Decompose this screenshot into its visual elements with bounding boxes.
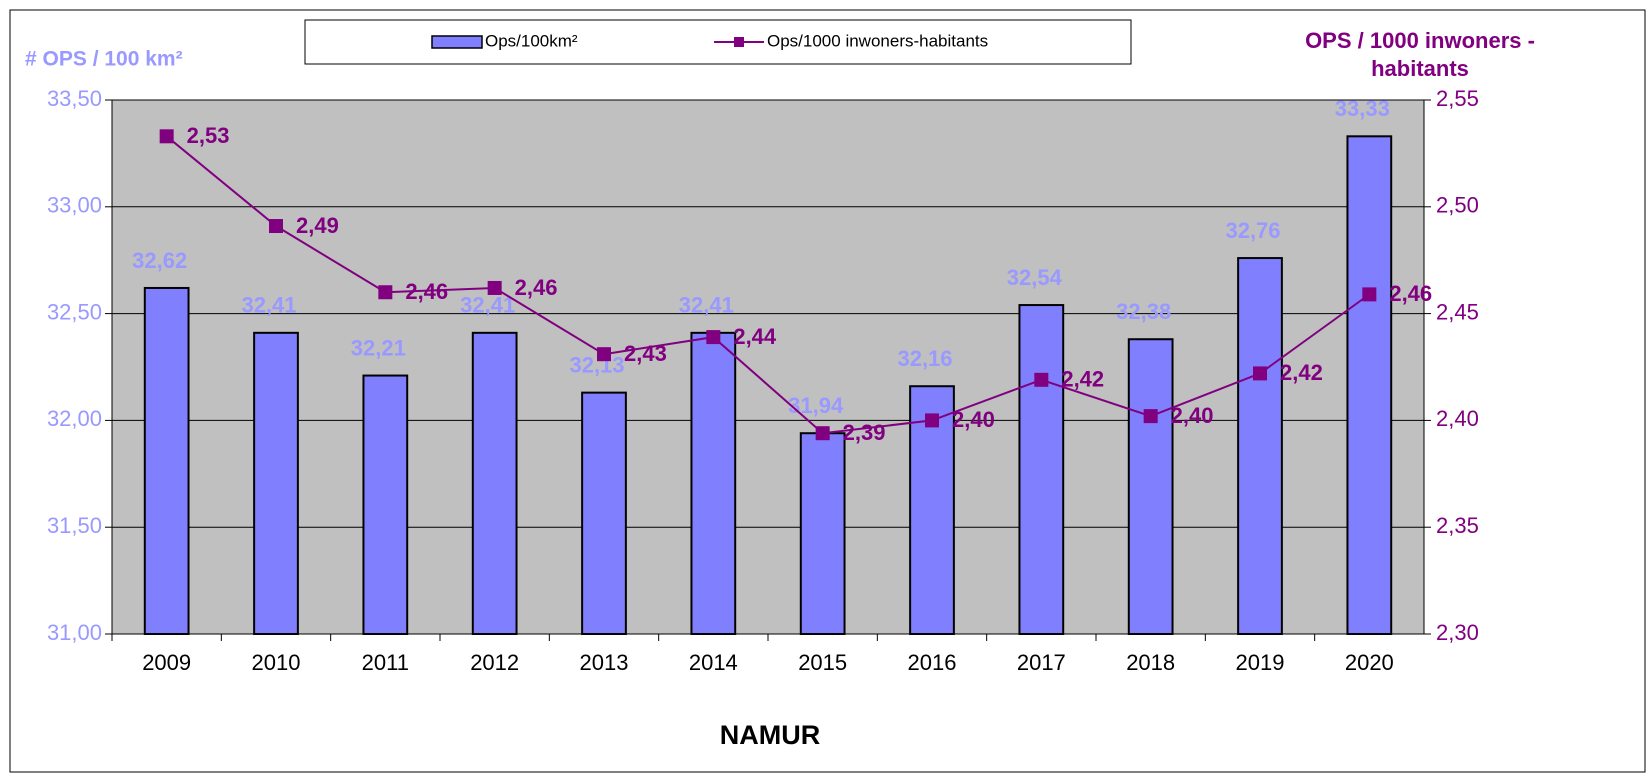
legend-swatch xyxy=(734,37,744,47)
bar-label: 32,54 xyxy=(1007,265,1063,290)
bar xyxy=(799,432,846,635)
y2-tick-label: 2,35 xyxy=(1436,513,1479,538)
y-tick-label: 31,00 xyxy=(47,620,102,645)
line-marker xyxy=(706,330,721,345)
bar-label: 32,41 xyxy=(679,293,734,318)
bar-label: 31,94 xyxy=(788,393,844,418)
y2-tick-label: 2,30 xyxy=(1436,620,1479,645)
line-marker xyxy=(597,347,611,362)
bar-label: 32,21 xyxy=(351,335,406,360)
bar xyxy=(1237,257,1283,635)
bar xyxy=(253,331,299,635)
line-marker xyxy=(159,129,174,144)
line-marker xyxy=(1253,366,1267,381)
x-tick-label: 2010 xyxy=(252,650,301,675)
y-tick-label: 33,50 xyxy=(47,86,102,111)
y-axis-title: # OPS / 100 km² xyxy=(25,48,183,71)
bar-label: 32,38 xyxy=(1116,299,1171,324)
y2-tick-label: 2,40 xyxy=(1436,406,1479,431)
bar-label: 32,62 xyxy=(132,248,187,273)
y-tick-label: 32,00 xyxy=(47,406,102,431)
y2-axis-title: habitants xyxy=(1371,56,1469,81)
line-label: 2,42 xyxy=(1280,360,1323,385)
bar xyxy=(362,374,409,635)
line-marker xyxy=(815,426,830,441)
bar xyxy=(143,286,190,635)
line-marker xyxy=(487,280,502,295)
bar-label: 32,76 xyxy=(1225,218,1280,243)
bar xyxy=(581,391,627,635)
bar xyxy=(690,331,737,635)
y-tick-label: 33,00 xyxy=(47,193,102,218)
line-marker xyxy=(1034,372,1049,387)
line-label: 2,40 xyxy=(952,407,995,432)
line-label: 2,46 xyxy=(1389,281,1432,306)
plot-area xyxy=(112,100,1424,634)
line-marker xyxy=(1143,409,1158,424)
x-tick-label: 2014 xyxy=(689,650,738,675)
bar xyxy=(1018,304,1065,635)
x-tick-label: 2015 xyxy=(798,650,847,675)
line-label: 2,39 xyxy=(843,420,886,445)
bar-label: 32,41 xyxy=(241,293,296,318)
y-tick-label: 32,50 xyxy=(47,299,102,324)
legend-swatch xyxy=(431,35,483,49)
x-tick-label: 2017 xyxy=(1017,650,1066,675)
line-marker xyxy=(378,285,393,300)
legend-label: Ops/100km² xyxy=(485,31,578,50)
legend-label: Ops/1000 inwoners-habitants xyxy=(767,31,988,50)
line-label: 2,42 xyxy=(1061,367,1104,392)
bar-label: 32,41 xyxy=(460,293,515,318)
x-tick-label: 2020 xyxy=(1345,650,1394,675)
bar-label: 33,33 xyxy=(1335,96,1390,121)
bar xyxy=(909,385,955,635)
line-marker xyxy=(925,413,939,428)
y2-tick-label: 2,50 xyxy=(1436,193,1479,218)
x-axis-title: NAMUR xyxy=(720,720,821,750)
x-tick-label: 2019 xyxy=(1236,650,1285,675)
y2-tick-label: 2,45 xyxy=(1436,299,1479,324)
bar xyxy=(1127,338,1174,635)
x-tick-label: 2012 xyxy=(470,650,519,675)
line-marker xyxy=(1362,287,1377,302)
bar xyxy=(471,331,518,635)
line-label: 2,46 xyxy=(405,279,448,304)
line-label: 2,53 xyxy=(187,123,230,148)
y-tick-label: 31,50 xyxy=(47,513,102,538)
line xyxy=(166,135,1370,435)
y2-axis-title: OPS / 1000 inwoners - xyxy=(1305,28,1535,53)
line-label: 2,43 xyxy=(624,341,667,366)
line-marker xyxy=(269,219,283,234)
line-label: 2,49 xyxy=(296,213,339,238)
bar xyxy=(1346,135,1393,635)
line-label: 2,40 xyxy=(1171,403,1214,428)
y2-tick-label: 2,55 xyxy=(1436,86,1479,111)
bar-label: 32,16 xyxy=(897,346,952,371)
x-tick-label: 2013 xyxy=(580,650,629,675)
x-tick-label: 2011 xyxy=(362,650,409,675)
x-tick-label: 2016 xyxy=(908,650,957,675)
line-label: 2,46 xyxy=(515,275,558,300)
x-tick-label: 2018 xyxy=(1126,650,1175,675)
x-tick-label: 2009 xyxy=(142,650,191,675)
line-label: 2,44 xyxy=(733,324,777,349)
